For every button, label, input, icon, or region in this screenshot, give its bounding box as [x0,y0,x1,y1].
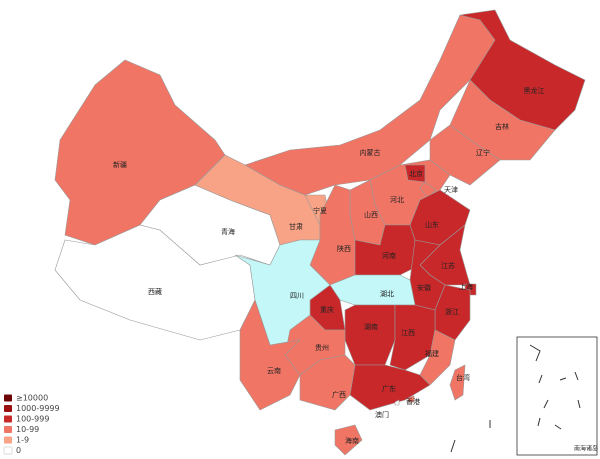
province-label: 澳门 [375,410,389,419]
legend-label: 10-99 [16,425,39,434]
province-label: 湖北 [380,289,394,298]
province-label: 黑龙江 [524,86,545,95]
province[interactable] [239,299,301,411]
legend-swatch [4,436,12,444]
province-label: 天津 [444,186,458,194]
inset-islands [450,344,581,453]
province[interactable] [394,399,400,406]
legend-label: ≥10000 [16,394,48,403]
legend-swatch [3,446,13,455]
province-label: 甘肃 [289,222,303,231]
province[interactable] [407,395,415,403]
province-label: 贵州 [315,343,329,352]
province-label: 湖南 [364,322,378,331]
province[interactable] [329,274,416,306]
inset-label: 南海诸岛 [574,445,598,453]
province-label: 浙江 [445,307,459,316]
provinces [54,9,586,456]
province-label: 河北 [390,196,404,204]
province-label: 江苏 [441,261,455,270]
province[interactable] [449,364,466,401]
legend-swatch [4,426,12,433]
legend-swatch [4,405,12,412]
province-label: 西藏 [148,287,162,296]
legend-label: 100-999 [16,415,49,424]
province-label: 上海 [459,282,473,291]
province-label: 山西 [364,210,378,219]
province-label: 陕西 [337,244,351,253]
province-label: 福建 [425,349,439,358]
province-label: 四川 [290,292,304,300]
province-label: 安徽 [417,283,431,292]
province-label: 香港 [406,397,420,406]
province-label: 青海 [221,227,235,236]
legend-label: 1000-9999 [16,404,60,413]
province[interactable] [334,424,363,456]
province-label: 河南 [382,251,396,260]
province[interactable] [344,304,396,366]
province-label: 广东 [382,384,396,393]
province[interactable] [429,124,501,186]
legend-swatch [4,394,12,402]
province-label: 云南 [267,366,281,375]
province-label: 重庆 [320,305,334,314]
legend-swatch [4,415,12,423]
province-label: 新疆 [113,160,127,169]
province-label: 内蒙古 [360,148,381,157]
province-label: 宁夏 [313,206,327,215]
province-label: 北京 [409,169,423,178]
legend-label: 0 [16,446,21,455]
legend-label: 1-9 [16,436,29,445]
province-label: 广西 [332,390,346,399]
province-label: 辽宁 [476,148,490,157]
province[interactable] [349,364,431,411]
province-label: 山东 [425,220,439,229]
province-label: 台湾 [456,373,470,382]
province-label: 海南 [345,436,359,445]
inset-frame [516,336,598,456]
province-label: 吉林 [495,122,509,131]
province-label: 江西 [401,329,415,337]
